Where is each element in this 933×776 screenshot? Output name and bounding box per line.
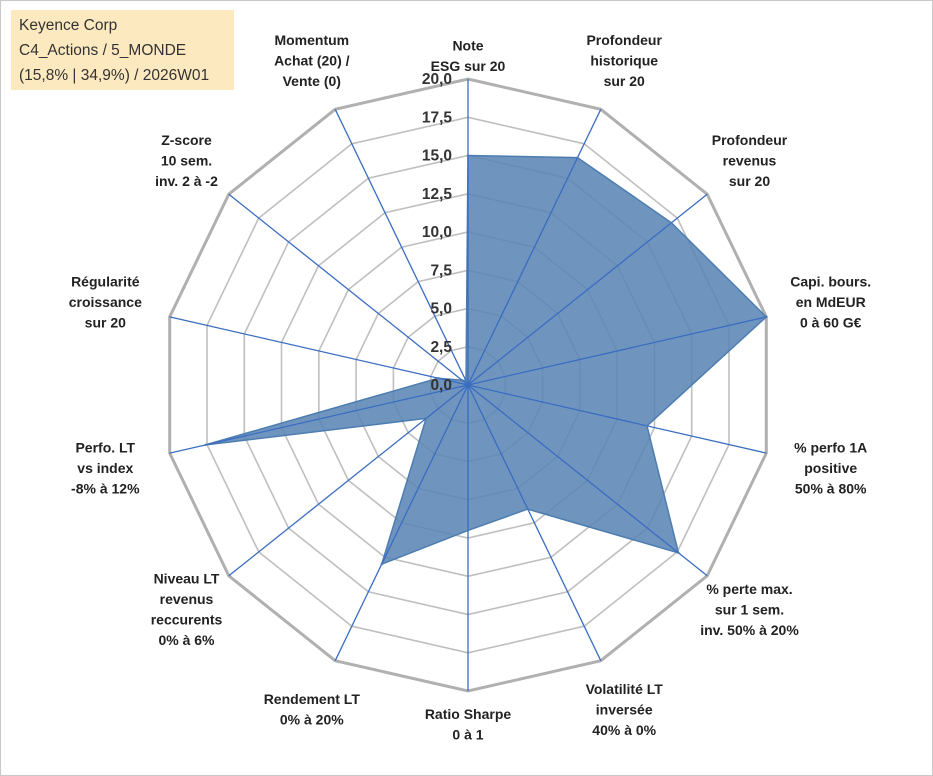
axis-label-line: inversée: [596, 701, 653, 717]
tick-label: 5,0: [430, 301, 452, 318]
axis-label-line: revenus: [723, 153, 777, 169]
axis-label-line: Volatilité LT: [586, 681, 664, 697]
axis-label-line: Rendement LT: [264, 691, 361, 707]
axis-spoke: [467, 109, 602, 386]
axis-label-line: Ratio Sharpe: [425, 706, 512, 722]
data-point: [204, 443, 207, 447]
axis-spoke: [467, 384, 602, 661]
data-point: [424, 417, 428, 420]
data-point: [380, 563, 383, 566]
axis-label: Ratio Sharpe 0 à 1: [425, 706, 512, 743]
axis-label-line: Capi. bours.: [790, 274, 871, 290]
data-point: [466, 529, 470, 532]
axis-label-line: 0 à 1: [452, 727, 483, 743]
company-name: Keyence Corp: [19, 17, 118, 34]
axis-spoke: [467, 384, 708, 577]
axis-label-line: sur 20: [729, 173, 770, 189]
tick-label: 10,0: [422, 224, 452, 241]
data-point: [460, 379, 464, 382]
axis-label-line: Profondeur: [712, 132, 788, 148]
data-point: [645, 424, 649, 428]
axis-label-line: Profondeur: [586, 32, 662, 48]
axis-label-line: croissance: [69, 294, 142, 310]
axis-spoke: [467, 384, 767, 454]
axis-spoke: [228, 384, 469, 577]
axis-label-line: sur 20: [604, 73, 645, 89]
axis-label: % perte max. sur 1 sem. inv. 50% à 20%: [700, 581, 799, 638]
axis-label-line: % perfo 1A: [794, 439, 867, 455]
axis-spoke: [169, 316, 469, 386]
tick-label: 2,5: [430, 339, 452, 356]
stats-label: (15,8% | 34,9%) / 2026W01: [19, 67, 210, 84]
data-point: [670, 221, 673, 224]
axis-label-line: revenus: [160, 591, 214, 607]
axis-label-line: % perte max.: [706, 581, 792, 597]
axis-label-line: historique: [590, 53, 658, 69]
axis-label-line: Niveau LT: [154, 571, 220, 587]
axis-label-line: 40% à 0%: [592, 722, 656, 738]
axis-label-line: positive: [804, 460, 857, 476]
axis-label-line: inv. 50% à 20%: [700, 622, 799, 638]
axis-label: Capi. bours. en MdEUR 0 à 60 G€: [790, 274, 871, 331]
axis-label-line: Note: [452, 38, 483, 54]
tick-label: 15,0: [422, 148, 452, 165]
axis-label-line: 0% à 20%: [280, 712, 344, 728]
info-box: Keyence Corp C4_Actions / 5_MONDE (15,8%…: [11, 10, 234, 90]
data-point: [464, 379, 468, 383]
axis-label-line: reccurents: [151, 612, 223, 628]
tick-label: 0,0: [430, 377, 452, 394]
axis-label: Régularité croissance sur 20: [69, 274, 142, 331]
axis-label: Momentum Achat (20) / Vente (0): [274, 32, 350, 89]
tick-label: 20,0: [422, 71, 452, 88]
axis-label-line: sur 1 sem.: [715, 602, 784, 618]
axis-label: Z-score 10 sem. inv. 2 à -2: [155, 132, 218, 189]
data-point: [576, 156, 579, 159]
axis-label-line: 0% à 6%: [158, 632, 215, 648]
axis-label: Profondeur historique sur 20: [586, 32, 662, 89]
axis-label-line: 10 sem.: [161, 153, 212, 169]
axis-spoke: [228, 193, 469, 386]
axis-label-line: en MdEUR: [796, 294, 866, 310]
category-label: C4_Actions / 5_MONDE: [19, 42, 187, 59]
axis-spoke: [334, 384, 469, 661]
data-point: [437, 377, 440, 380]
axis-label-line: Z-score: [161, 132, 212, 148]
axis-spoke: [169, 384, 469, 454]
axis-label: Niveau LT revenus reccurents 0% à 6%: [151, 571, 223, 649]
axis-label-line: 0 à 60 G€: [800, 315, 862, 331]
axis-spoke: [334, 109, 469, 386]
tick-label: 12,5: [422, 186, 453, 203]
axis-label-line: -8% à 12%: [71, 480, 140, 496]
axis-label: Profondeur revenus sur 20: [712, 132, 788, 189]
axis-label-line: ESG sur 20: [431, 58, 506, 74]
axis-spoke: [467, 316, 767, 386]
data-series-area: [205, 154, 768, 566]
axis-spoke: [467, 193, 708, 386]
data-point: [677, 551, 680, 555]
data-point: [466, 154, 470, 157]
axis-label-line: Régularité: [71, 274, 140, 290]
axis-label-line: Momentum: [274, 32, 349, 48]
axis-label-line: Vente (0): [283, 73, 341, 89]
axis-label: Rendement LT 0% à 20%: [264, 691, 361, 728]
axis-label: Note ESG sur 20: [431, 38, 506, 75]
axis-label-line: Perfo. LT: [75, 439, 135, 455]
axis-label: Perfo. LT vs index -8% à 12%: [71, 439, 140, 496]
tick-label: 7,5: [430, 262, 452, 279]
axis-label-line: inv. 2 à -2: [155, 173, 218, 189]
axis-label-line: vs index: [77, 460, 133, 476]
axis-label: Volatilité LT inversée 40% à 0%: [586, 681, 664, 738]
data-point: [526, 507, 529, 511]
data-point: [765, 315, 768, 319]
axis-label-line: 50% à 80%: [795, 480, 867, 496]
axis-label-line: sur 20: [85, 315, 126, 331]
axis-label-line: Achat (20) /: [274, 53, 350, 69]
tick-label: 17,5: [422, 109, 453, 126]
axis-label: % perfo 1A positive 50% à 80%: [794, 439, 867, 496]
